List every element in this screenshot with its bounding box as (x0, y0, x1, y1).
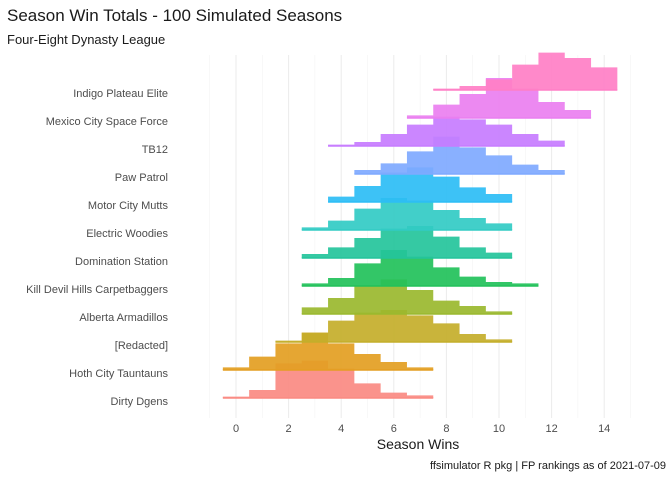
ridge-mexico-city-space-force (406, 78, 592, 118)
ridge-alberta-armadillos (301, 279, 513, 314)
x-axis-ticks: 0 2 4 6 8 10 12 14 (233, 423, 610, 435)
ridgelines (222, 52, 618, 399)
chart-subtitle: Four-Eight Dynasty League (7, 32, 166, 47)
ridge-tb12 (328, 116, 565, 146)
team-label: Hoth City Tauntauns (69, 368, 168, 380)
chart-title: Season Win Totals - 100 Simulated Season… (7, 6, 343, 25)
team-label: [Redacted] (115, 340, 168, 352)
ridge-electric-woodies (301, 198, 513, 230)
ridge-domination-station (301, 226, 513, 258)
ridge-indigo-plateau-elite (433, 52, 618, 90)
x-tick-label: 4 (338, 423, 344, 435)
team-label: Indigo Plateau Elite (73, 88, 168, 100)
x-axis-title: Season Wins (377, 436, 459, 452)
x-tick-label: 0 (233, 423, 239, 435)
team-label: Domination Station (75, 256, 168, 268)
team-label: Kill Devil Hills Carpetbaggers (26, 284, 168, 296)
x-tick-label: 10 (493, 423, 505, 435)
team-label: TB12 (142, 144, 168, 156)
ridge-kill-devil-hills-carpetbaggers (301, 250, 539, 286)
x-tick-label: 2 (286, 423, 292, 435)
team-label: Motor City Mutts (88, 200, 169, 212)
ridge-motor-city-mutts (328, 167, 513, 202)
y-axis-labels: Indigo Plateau Elite Mexico City Space Fo… (26, 88, 168, 408)
team-label: Paw Patrol (115, 172, 168, 184)
ridge-paw-patrol (354, 136, 565, 174)
ridge-redacted (275, 310, 513, 342)
team-label: Mexico City Space Force (46, 116, 168, 128)
x-tick-label: 6 (391, 423, 397, 435)
team-label: Electric Woodies (86, 228, 168, 240)
x-tick-label: 8 (443, 423, 449, 435)
team-label: Dirty Dgens (111, 396, 169, 408)
team-label: Alberta Armadillos (79, 312, 168, 324)
ridge-hoth-city-tauntauns (222, 332, 434, 370)
x-tick-label: 12 (545, 423, 557, 435)
chart-caption: ffsimulator R pkg | FP rankings as of 20… (429, 460, 666, 472)
x-tick-label: 14 (598, 423, 610, 435)
